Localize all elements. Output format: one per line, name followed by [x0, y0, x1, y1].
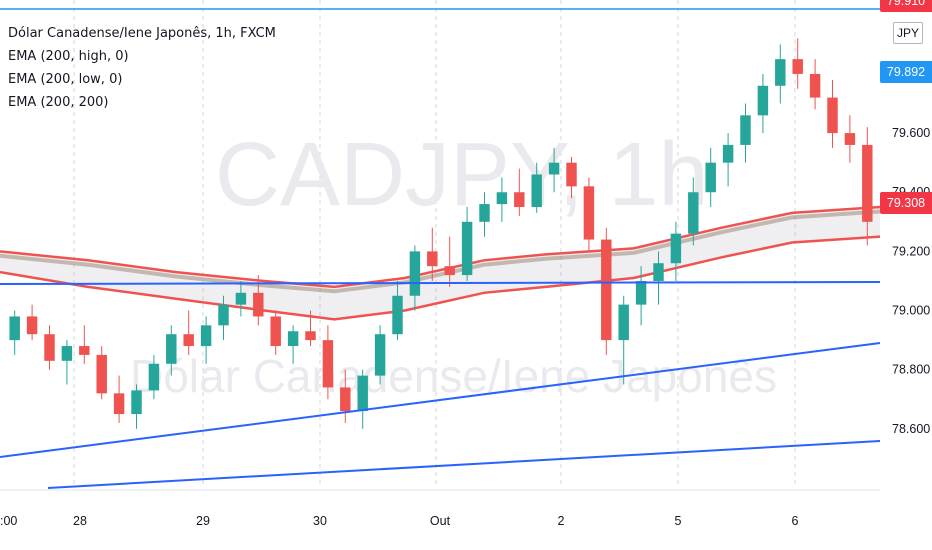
candle-body [479, 204, 490, 222]
candle-body [514, 192, 525, 208]
candle-body [427, 251, 438, 267]
candle-body [722, 144, 734, 163]
candle-body [218, 304, 229, 326]
candle-body [340, 387, 351, 412]
candle-body [287, 331, 299, 347]
support-horizontal-line [0, 281, 881, 285]
time-tick-label: 28 [73, 514, 87, 528]
price-tick-label: 79.600 [892, 126, 930, 140]
watermark-description: Dólar Canadense/Iene Japonês [130, 350, 777, 402]
candle-body [775, 59, 786, 86]
candles-group [9, 38, 873, 429]
price-tick-label: 79.000 [892, 304, 930, 318]
candle-body [566, 162, 577, 187]
time-tick-label: 29 [196, 514, 210, 528]
time-tick-label: :00 [0, 514, 17, 528]
candle-body [862, 144, 873, 222]
candle-body [844, 133, 856, 145]
price-tag-last: 79.308 [880, 192, 932, 214]
candle-body [26, 316, 38, 335]
candle-body [9, 316, 20, 341]
price-tick-label: 79.200 [892, 244, 930, 258]
candle-body [131, 390, 142, 415]
trend-line-lower [47, 440, 881, 489]
candle-body [357, 375, 368, 412]
candle-body [583, 186, 595, 240]
time-axis-ticks: :00 28 29 30 Out 2 5 6 [0, 514, 799, 528]
candle-body [235, 292, 247, 305]
candle-body [705, 162, 716, 193]
legend-ema-low[interactable]: EMA (200, low, 0) [8, 72, 123, 87]
candle-body [618, 304, 629, 341]
candle-body [653, 263, 664, 281]
candle-body [496, 192, 508, 205]
candle-body [253, 292, 264, 317]
candle-body [444, 266, 455, 276]
time-tick-label: 2 [558, 514, 565, 528]
legend-ema-high[interactable]: EMA (200, high, 0) [8, 49, 129, 64]
price-tag-blue: 79.892 [880, 61, 932, 83]
legend-ema-mid[interactable]: EMA (200, 200) [8, 95, 109, 110]
watermark-symbol: CADJPY, 1h [215, 125, 709, 225]
price-tick-label: 78.800 [892, 363, 930, 377]
time-tick-label: Out [430, 514, 451, 528]
candle-body [113, 393, 125, 415]
vertical-grid [73, 0, 796, 488]
time-tick-label: 30 [313, 514, 327, 528]
candle-body [461, 221, 473, 276]
candle-body [44, 334, 55, 361]
candle-body [96, 354, 107, 394]
ema-band-fill [0, 207, 880, 320]
price-tag-top: 79.910 [880, 0, 932, 12]
candle-body [601, 239, 612, 341]
candle-body [200, 325, 212, 347]
candle-body [305, 331, 316, 341]
currency-badge[interactable]: JPY [893, 22, 923, 44]
candle-body [548, 162, 560, 175]
candle-body [688, 192, 699, 234]
time-tick-label: 5 [675, 514, 682, 528]
candle-body [79, 346, 90, 355]
candle-body [166, 334, 177, 364]
price-tick-label: 78.600 [892, 422, 930, 436]
candle-body [670, 233, 682, 264]
legend-title[interactable]: Dólar Canadense/Iene Japonês, 1h, FXCM [8, 26, 276, 41]
ema-low-line [0, 235, 881, 321]
candle-body [322, 340, 334, 388]
candle-body [531, 174, 542, 208]
trend-line-upper [0, 342, 881, 458]
candle-body [757, 85, 769, 116]
candle-body [392, 295, 403, 335]
candle-body [409, 251, 421, 296]
chart-legend: Dólar Canadense/Iene Japonês, 1h, FXCM E… [8, 22, 276, 114]
candle-body [270, 316, 281, 347]
candle-body [61, 346, 73, 361]
candle-body [792, 59, 803, 74]
candle-body [374, 334, 386, 376]
ema-high-line [0, 205, 881, 289]
ema-mid-line [0, 209, 881, 294]
candle-body [827, 97, 838, 134]
candle-body [635, 280, 647, 305]
time-tick-label: 6 [792, 514, 799, 528]
candle-body [740, 115, 751, 145]
candle-body [148, 363, 160, 391]
candle-body [183, 334, 194, 347]
candle-body [809, 73, 821, 98]
